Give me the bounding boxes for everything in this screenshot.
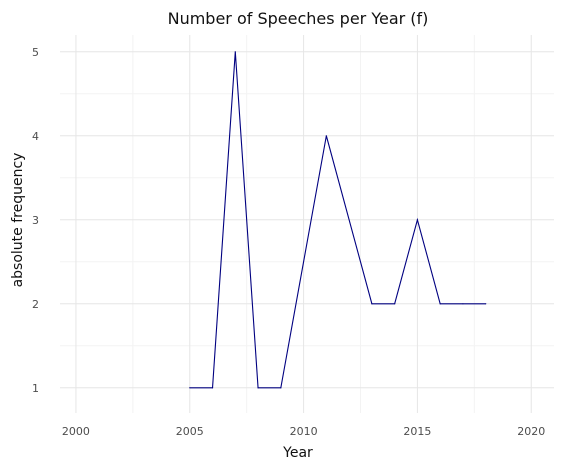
data-point: [371, 303, 373, 305]
y-axis-tick-labels: 1 2 3 4 5: [32, 46, 39, 395]
y-tick-label: 5: [32, 46, 39, 59]
y-tick-label: 3: [32, 214, 39, 227]
data-point: [394, 303, 396, 305]
x-tick-label: 2010: [290, 425, 318, 438]
major-gridlines: [60, 35, 554, 413]
series-line: [189, 51, 486, 389]
y-axis-title: absolute frequency: [10, 153, 26, 288]
x-tick-label: 2000: [62, 425, 90, 438]
x-tick-label: 2015: [403, 425, 431, 438]
y-tick-label: 1: [32, 382, 39, 395]
series-layer: [189, 51, 487, 389]
data-point: [280, 387, 282, 389]
minor-gridlines: [60, 35, 554, 413]
x-axis-tick-labels: 2000 2005 2010 2015 2020: [62, 425, 545, 438]
data-point: [416, 219, 419, 221]
data-point: [189, 387, 191, 389]
data-point: [325, 135, 327, 137]
chart-title: Number of Speeches per Year (f): [168, 9, 429, 28]
x-tick-label: 2020: [517, 425, 545, 438]
data-point: [462, 303, 464, 305]
data-point: [211, 387, 214, 389]
x-axis-title: Year: [282, 445, 313, 461]
x-tick-label: 2005: [176, 425, 204, 438]
y-tick-label: 2: [32, 298, 39, 311]
data-point: [485, 303, 487, 305]
data-point: [439, 303, 441, 305]
data-point: [257, 387, 259, 389]
data-point: [234, 51, 236, 53]
y-tick-label: 4: [32, 130, 39, 143]
